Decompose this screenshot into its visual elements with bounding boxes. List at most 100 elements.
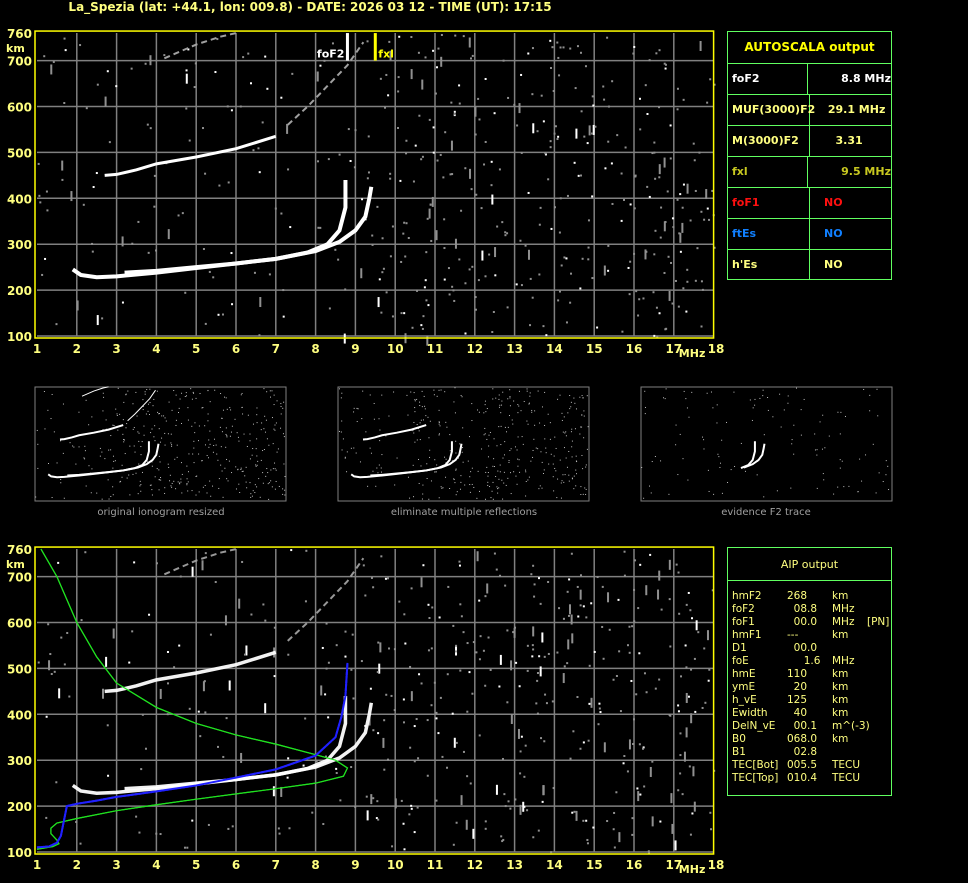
x-tick-label: 8 (311, 342, 319, 356)
thumbnail-noise (353, 411, 355, 413)
noise-mark (692, 766, 695, 777)
thumbnail-noise (559, 394, 561, 396)
noise-mark (334, 248, 337, 251)
noise-mark (324, 755, 327, 758)
noise-mark (79, 44, 82, 47)
noise-mark (416, 289, 419, 292)
noise-mark (454, 238, 457, 249)
thumbnail-noise (212, 451, 214, 453)
aip-cell: foF2 (732, 603, 755, 615)
thumbnail-noise (641, 466, 643, 468)
thumbnail-noise (869, 410, 871, 412)
thumbnail-noise (133, 445, 135, 447)
noise-mark (45, 816, 48, 819)
thumbnail-noise (62, 403, 64, 405)
x-tick-label: 5 (192, 858, 200, 872)
noise-mark (642, 297, 645, 300)
thumbnail-noise (426, 478, 428, 480)
x-tick-label: 11 (427, 342, 444, 356)
noise-mark (155, 832, 158, 835)
noise-mark (427, 304, 430, 307)
thumbnail-noise (579, 396, 581, 398)
noise-mark (317, 160, 320, 163)
thumbnail-noise (209, 480, 211, 482)
thumbnail-noise (256, 486, 258, 488)
noise-mark (591, 132, 594, 135)
thumbnail-noise (650, 492, 652, 494)
noise-mark (559, 46, 562, 49)
thumbnail-noise (487, 484, 489, 486)
thumbnail-noise (539, 422, 541, 424)
noise-mark (317, 226, 320, 229)
autoscala-value: 8.8 MHz (821, 72, 891, 85)
thumbnail-noise (744, 470, 746, 472)
thumbnail-noise (222, 496, 224, 498)
noise-mark (420, 577, 423, 588)
autoscala-row-fof1: foF1 NO (728, 188, 891, 219)
fxl-marker-label: fxl (378, 48, 394, 61)
noise-mark (426, 719, 429, 722)
thumbnail-noise (266, 391, 268, 393)
noise-mark (637, 607, 640, 610)
noise-mark (693, 159, 696, 162)
thumbnail-noise (339, 430, 341, 432)
thumbnail-noise (561, 419, 563, 421)
thumbnail-noise (193, 462, 195, 464)
thumbnail-noise (201, 407, 203, 409)
autoscala-label: h'Es (728, 250, 810, 280)
thumbnail-noise (500, 412, 502, 414)
thumbnail-noise (429, 456, 431, 458)
thumbnail-noise (563, 447, 565, 449)
noise-mark (694, 710, 697, 713)
thumbnail-noise (767, 409, 769, 411)
noise-mark (427, 603, 430, 606)
thumbnail-noise (453, 401, 455, 403)
thumbnail-noise (496, 486, 498, 488)
thumbnail-noise (119, 413, 121, 415)
noise-mark (585, 616, 588, 619)
noise-mark (455, 821, 458, 824)
thumbnail-noise (164, 417, 166, 419)
noise-mark (680, 675, 683, 678)
thumbnail-noise (504, 441, 506, 443)
thumbnail-noise (498, 398, 500, 400)
noise-mark (676, 108, 679, 111)
noise-mark (631, 817, 634, 820)
thumbnail-noise (241, 392, 243, 394)
thumbnail-noise (170, 485, 172, 487)
thumbnail-noise (552, 476, 554, 478)
noise-mark (159, 688, 162, 699)
thumbnail-noise (267, 472, 269, 474)
thumbnail-noise (116, 415, 118, 417)
noise-mark (377, 297, 380, 308)
noise-mark (225, 717, 228, 720)
thumbnail-noise (414, 399, 416, 401)
thumbnail-noise (350, 447, 352, 449)
noise-mark (583, 135, 586, 138)
thumbnail-noise (501, 404, 503, 406)
thumbnail-noise (462, 461, 464, 463)
x-tick-label: 1 (33, 858, 41, 872)
thumbnail-noise (498, 478, 500, 480)
thumbnail-noise (545, 452, 547, 454)
thumbnail-noise (511, 419, 513, 421)
thumbnail-noise (568, 474, 570, 476)
noise-mark (677, 305, 680, 308)
thumbnail-noise (171, 486, 173, 488)
thumbnail-noise (565, 435, 567, 437)
thumbnail-noise (150, 484, 152, 486)
thumbnail-noise (452, 460, 454, 462)
noise-mark (187, 48, 190, 51)
thumbnail-noise (793, 453, 795, 455)
thumbnail-noise (246, 487, 248, 489)
noise-mark (571, 633, 574, 644)
thumbnail-noise (198, 425, 200, 427)
noise-mark (344, 655, 347, 658)
thumbnail-noise (142, 409, 144, 411)
thumbnail-noise (283, 463, 285, 465)
aip-cell: 08.8 (787, 603, 818, 615)
noise-mark (681, 793, 684, 796)
noise-mark (372, 729, 375, 732)
noise-mark (706, 630, 709, 641)
noise-mark (619, 710, 622, 713)
